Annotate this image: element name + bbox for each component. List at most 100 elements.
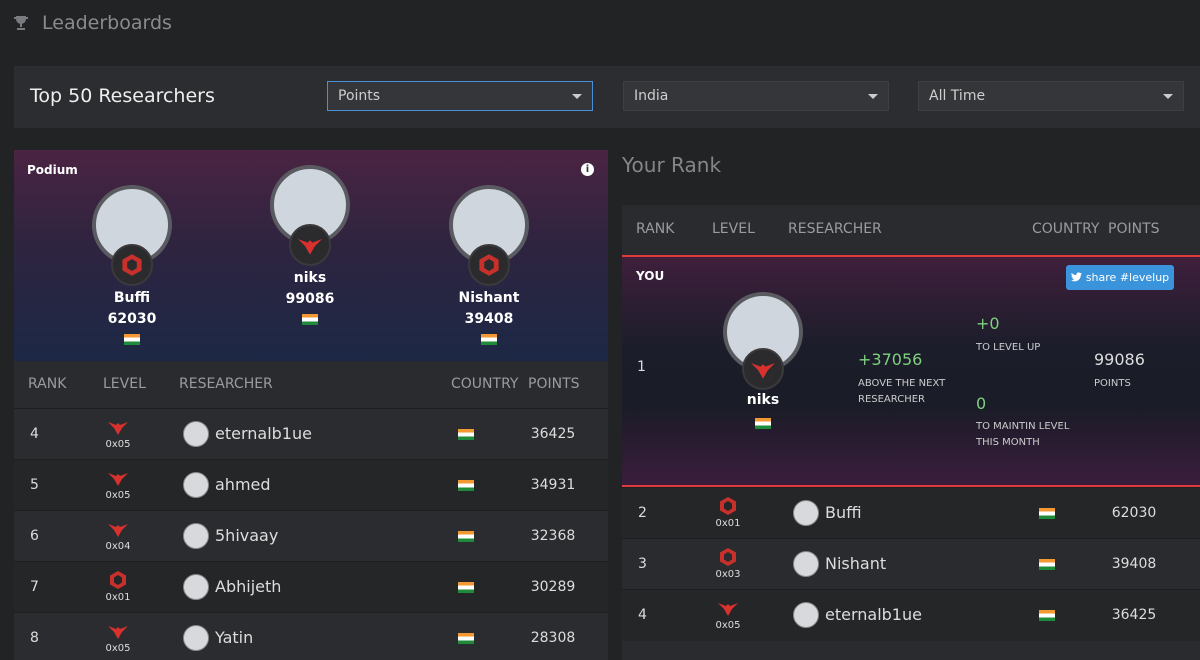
avatar bbox=[793, 500, 819, 526]
avatar bbox=[183, 574, 209, 600]
level: 0x03 bbox=[715, 569, 741, 580]
level-icon bbox=[720, 497, 736, 515]
researcher-name[interactable]: ahmed bbox=[215, 475, 271, 494]
level-icon bbox=[110, 571, 126, 589]
level-icon bbox=[108, 626, 128, 639]
podium-title: Podium bbox=[27, 163, 78, 177]
rank: 5 bbox=[30, 477, 39, 493]
info-icon[interactable]: i bbox=[581, 163, 594, 176]
you-section: YOU share #levelup 1 niks +37056 ABOVE THE NE… bbox=[622, 255, 1200, 487]
filter-value: India bbox=[634, 88, 669, 104]
column-header: RANK bbox=[28, 375, 67, 392]
caret bbox=[868, 94, 878, 99]
avatar bbox=[183, 523, 209, 549]
podium-name: niks bbox=[293, 270, 327, 286]
points: 36425 bbox=[1111, 607, 1157, 623]
maintain: 0 bbox=[976, 394, 987, 413]
level-badge bbox=[468, 244, 510, 286]
avatar bbox=[183, 625, 209, 651]
level: 0x05 bbox=[105, 490, 131, 501]
podium-points: 62030 bbox=[107, 311, 157, 327]
table-row: 3 0x03 Nishant 39408 bbox=[622, 538, 1200, 590]
flag bbox=[458, 633, 474, 644]
level-icon bbox=[298, 239, 322, 255]
column-header: LEVEL bbox=[103, 375, 146, 392]
share-button[interactable]: share #levelup bbox=[1066, 265, 1174, 290]
level-icon bbox=[479, 254, 499, 276]
avatar bbox=[793, 551, 819, 577]
level: 0x05 bbox=[715, 620, 741, 631]
you-label: YOU bbox=[636, 269, 665, 283]
table-row: 6 0x04 5hivaay 32368 bbox=[14, 510, 608, 562]
column-header: RESEARCHER bbox=[788, 221, 882, 237]
flag bbox=[1039, 610, 1055, 621]
level: 0x04 bbox=[105, 541, 131, 552]
avatar bbox=[793, 602, 819, 628]
level-icon bbox=[751, 363, 775, 379]
filter-select[interactable]: All Time bbox=[918, 81, 1184, 111]
diff-label: ABOVE THE NEXT RESEARCHER bbox=[858, 378, 946, 405]
level-up-label: TO LEVEL UP bbox=[976, 342, 1041, 353]
table-row: 4 0x05 eternalb1ue 36425 bbox=[14, 408, 608, 460]
share-label: share #levelup bbox=[1085, 271, 1170, 284]
researcher-name[interactable]: Nishant bbox=[825, 554, 887, 573]
flag bbox=[755, 418, 771, 429]
points: 34931 bbox=[530, 477, 576, 493]
your-rank-title: Your Rank bbox=[622, 153, 722, 177]
researcher-name[interactable]: Abhijeth bbox=[215, 577, 282, 596]
points-label: POINTS bbox=[1094, 378, 1131, 389]
researcher-name[interactable]: eternalb1ue bbox=[825, 605, 922, 624]
rank: 7 bbox=[30, 579, 39, 595]
column-header: RESEARCHER bbox=[179, 375, 273, 392]
rank: 1 bbox=[637, 359, 646, 375]
you-name[interactable]: niks bbox=[746, 392, 780, 408]
podium-name: Buffi bbox=[113, 290, 151, 306]
rank: 4 bbox=[638, 607, 647, 623]
flag bbox=[1039, 508, 1055, 519]
researcher-name[interactable]: eternalb1ue bbox=[215, 424, 312, 443]
flag bbox=[458, 531, 474, 542]
level-up: +0 bbox=[976, 314, 1000, 333]
you-points: 99086 bbox=[1094, 350, 1145, 369]
points: 32368 bbox=[530, 528, 576, 544]
podium: Podium i Buffi 62030 niks 99086 Nishant 39408 bbox=[14, 150, 608, 361]
points: 30289 bbox=[530, 579, 576, 595]
filter-select[interactable]: Points bbox=[327, 81, 593, 111]
your-rank-table: RANK LEVEL RESEARCHER COUNTRY POINTS 2 0x01 Buf… bbox=[622, 205, 1200, 660]
table-row: 8 0x05 Yatin 28308 bbox=[14, 612, 608, 660]
filter-value: All Time bbox=[929, 88, 986, 104]
filter-select[interactable]: India bbox=[623, 81, 889, 111]
points: 36425 bbox=[530, 426, 576, 442]
level-icon bbox=[720, 548, 736, 566]
toolbar: Top 50 Researchers Points India All Time bbox=[14, 66, 1200, 128]
flag bbox=[481, 334, 497, 345]
column-header: POINTS bbox=[1108, 221, 1160, 237]
diff: +37056 bbox=[858, 350, 923, 369]
rank: 8 bbox=[30, 630, 39, 646]
researcher-name[interactable]: Yatin bbox=[215, 628, 254, 647]
points: 39408 bbox=[1111, 556, 1157, 572]
column-header: LEVEL bbox=[712, 221, 755, 237]
flag bbox=[458, 480, 474, 491]
table-row: 2 0x01 Buffi 62030 bbox=[622, 487, 1200, 539]
points: 28308 bbox=[530, 630, 576, 646]
rank: 2 bbox=[638, 505, 647, 521]
column-header: POINTS bbox=[528, 375, 580, 392]
filter-value: Points bbox=[338, 88, 381, 104]
table-row: 4 0x05 eternalb1ue 36425 bbox=[622, 589, 1200, 641]
level-icon bbox=[122, 254, 142, 276]
table-header: RANK LEVEL RESEARCHER COUNTRY POINTS bbox=[14, 361, 608, 408]
column-header: COUNTRY bbox=[451, 375, 519, 392]
flag bbox=[458, 582, 474, 593]
level-badge bbox=[111, 244, 153, 286]
level-icon bbox=[108, 473, 128, 486]
table-header: RANK LEVEL RESEARCHER COUNTRY POINTS bbox=[622, 205, 1200, 255]
table-row: 5 0x05 ahmed 34931 bbox=[14, 459, 608, 511]
column-header: RANK bbox=[636, 221, 675, 237]
researcher-name[interactable]: 5hivaay bbox=[215, 526, 279, 545]
researcher-name[interactable]: Buffi bbox=[825, 503, 862, 522]
column-header: COUNTRY bbox=[1032, 221, 1100, 237]
level: 0x01 bbox=[105, 592, 131, 603]
podium-name: Nishant bbox=[458, 290, 520, 306]
